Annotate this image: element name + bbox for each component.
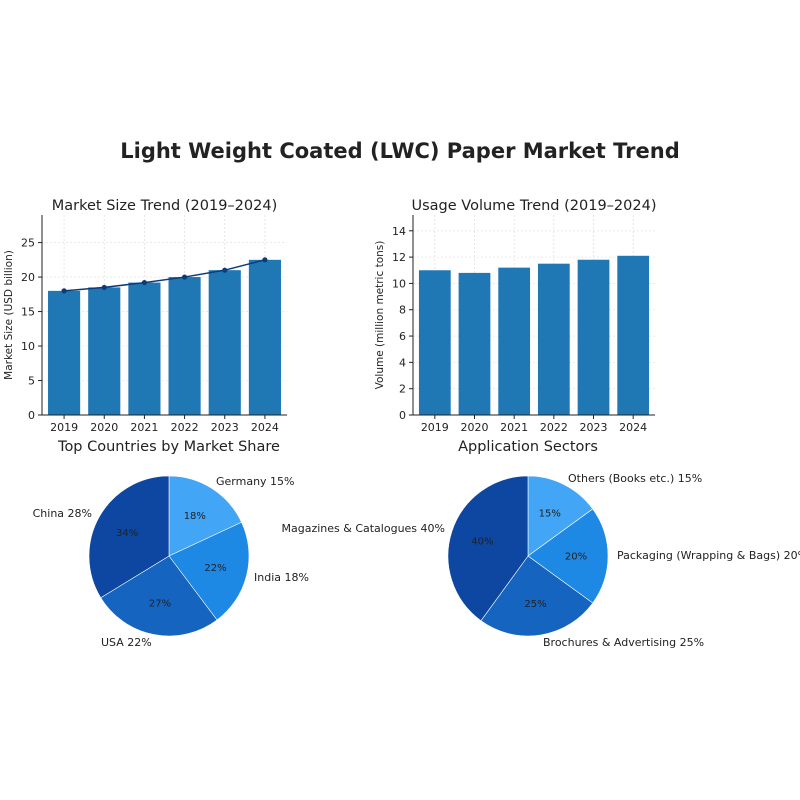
pie-slice (447, 475, 529, 622)
pie-pct-label: 18% (184, 511, 206, 522)
y-tick-label: 2 (399, 383, 406, 396)
pie-pct-label: 20% (565, 552, 587, 563)
pie-pct-label: 34% (116, 528, 138, 539)
y-tick-label: 0 (399, 409, 406, 422)
bar (168, 277, 201, 415)
trend-line (64, 259, 266, 292)
trend-point (61, 288, 67, 294)
bar (617, 255, 650, 415)
bar (537, 263, 570, 415)
pie-slice (88, 475, 170, 599)
trend-point (141, 279, 148, 286)
chart-title: Usage Volume Trend (2019–2024) (412, 198, 657, 214)
pie-slice (100, 555, 218, 637)
chart-title: Application Sectors (458, 439, 598, 455)
pie-slice (527, 475, 594, 557)
pie-pct-label: 27% (149, 599, 171, 610)
bar (577, 259, 610, 415)
x-tick-label: 2020 (90, 421, 118, 434)
pie-slice-label: Brochures & Advertising 25% (543, 636, 704, 649)
y-tick-label: 15 (21, 306, 35, 319)
x-tick-label: 2023 (580, 421, 608, 434)
x-tick-label: 2022 (540, 421, 568, 434)
y-tick-label: 25 (21, 237, 35, 250)
trend-point (181, 274, 188, 280)
bar (418, 270, 451, 415)
pie-slice (168, 475, 242, 557)
y-tick-label: 8 (399, 304, 406, 317)
pie-slice-label: USA 22% (101, 636, 152, 649)
bar (88, 287, 121, 415)
x-tick-label: 2022 (171, 421, 199, 434)
pie-slice-label: Others (Books etc.) 15% (568, 472, 702, 485)
pie-slice-label: China 28% (33, 507, 92, 520)
pie-pct-label: 15% (539, 509, 561, 520)
y-tick-label: 5 (28, 375, 35, 388)
y-axis-label: Volume (million metric tons) (374, 241, 386, 390)
y-tick-label: 0 (28, 409, 35, 422)
pie-slice-label: India 18% (254, 571, 309, 584)
trend-point (101, 284, 107, 291)
x-tick-label: 2023 (211, 421, 239, 434)
y-tick-label: 6 (399, 330, 406, 343)
figure-title: Light Weight Coated (LWC) Paper Market T… (120, 139, 680, 163)
trend-point (262, 257, 268, 263)
pie-pct-label: 40% (471, 537, 493, 548)
chart-title: Market Size Trend (2019–2024) (52, 198, 278, 214)
bar (498, 267, 531, 415)
x-tick-label: 2021 (500, 421, 528, 434)
x-tick-label: 2020 (460, 421, 488, 434)
bar (248, 259, 281, 415)
x-tick-label: 2021 (130, 421, 158, 434)
bar (208, 270, 241, 415)
pie-slice-label: Magazines & Catalogues 40% (282, 522, 446, 535)
bar (48, 290, 81, 415)
x-tick-label: 2024 (251, 421, 279, 434)
pie-slice (527, 508, 609, 604)
x-tick-label: 2019 (50, 421, 78, 434)
pie-slice (168, 521, 250, 621)
y-tick-label: 14 (392, 225, 406, 238)
y-tick-label: 4 (399, 356, 406, 369)
y-tick-label: 10 (21, 340, 35, 353)
bar (128, 282, 161, 415)
pie-slice-label: Germany 15% (216, 475, 295, 488)
x-tick-label: 2024 (619, 421, 647, 434)
x-tick-label: 2019 (421, 421, 449, 434)
chart-title: Top Countries by Market Share (57, 439, 280, 455)
pie-slice (480, 555, 594, 637)
y-tick-label: 20 (21, 271, 35, 284)
pie-pct-label: 25% (524, 599, 546, 610)
trend-point (222, 267, 228, 273)
pie-slice-label: Packaging (Wrapping & Bags) 20% (617, 549, 800, 562)
y-tick-label: 10 (392, 277, 406, 290)
bar (458, 272, 491, 415)
pie-pct-label: 22% (204, 563, 226, 574)
y-axis-label: Market Size (USD billion) (3, 250, 15, 380)
y-tick-label: 12 (392, 251, 406, 264)
